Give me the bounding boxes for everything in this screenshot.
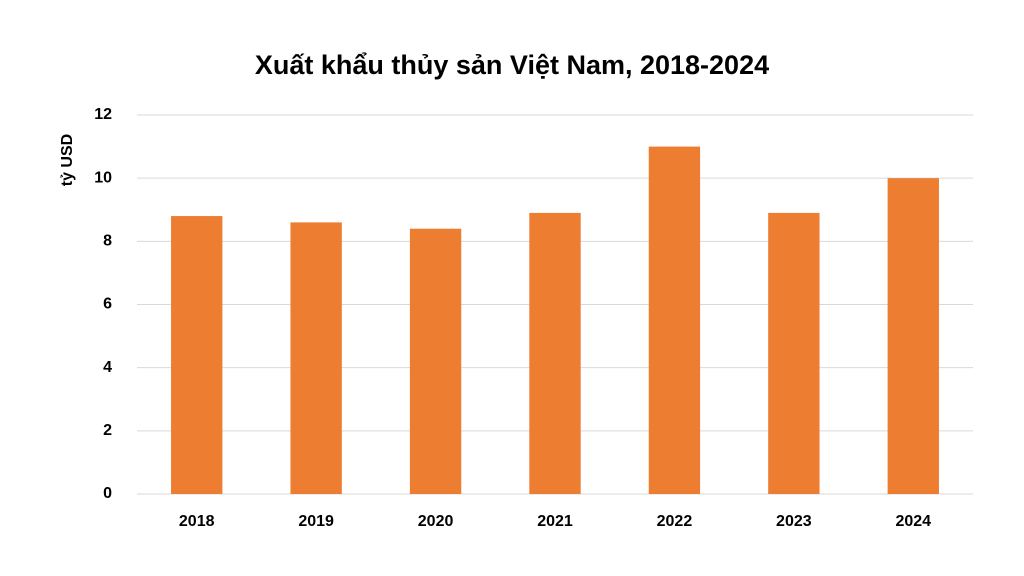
- bar: [171, 216, 223, 495]
- x-tick-label: 2022: [657, 513, 693, 530]
- chart-title: Xuất khẩu thủy sản Việt Nam, 2018-2024: [255, 50, 769, 80]
- y-tick-label: 2: [103, 422, 112, 439]
- x-tick-label: 2019: [298, 513, 334, 530]
- bar: [409, 228, 462, 494]
- y-tick-label: 8: [103, 233, 112, 250]
- bar: [529, 212, 581, 495]
- x-tick-label: 2021: [537, 513, 573, 530]
- y-tick-label: 0: [103, 485, 112, 502]
- y-tick-label: 6: [103, 296, 112, 313]
- y-tick-label: 4: [103, 359, 112, 376]
- bar: [290, 222, 342, 494]
- x-tick-label: 2018: [179, 513, 215, 530]
- y-tick-label: 12: [94, 106, 112, 123]
- x-tick-label: 2024: [895, 513, 931, 530]
- bar: [648, 146, 701, 495]
- bar: [768, 212, 820, 495]
- x-tick-label: 2020: [418, 513, 454, 530]
- y-axis-label: tỷ USD: [59, 134, 76, 186]
- x-tick-label: 2023: [776, 513, 812, 530]
- y-tick-label: 10: [94, 169, 112, 186]
- bar: [887, 178, 939, 494]
